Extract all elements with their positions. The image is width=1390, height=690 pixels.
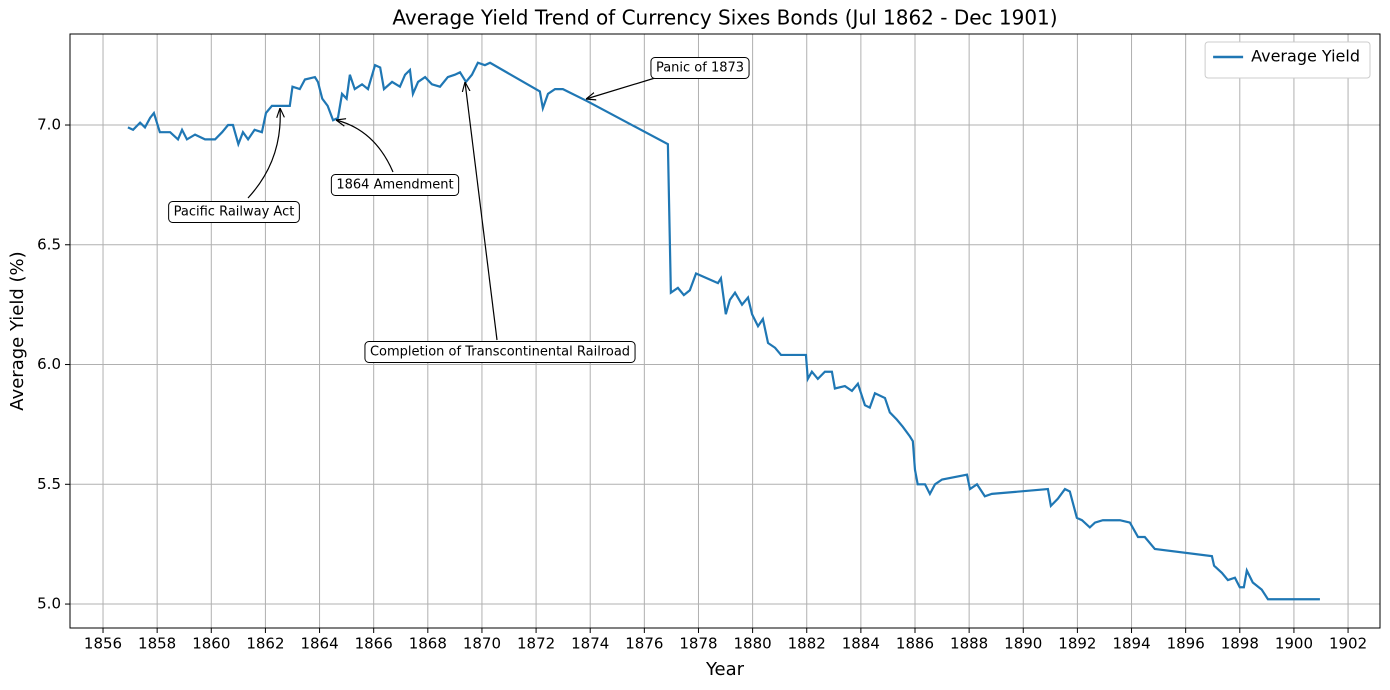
x-tick-label: 1864 (300, 635, 338, 653)
x-tick-label: 1860 (192, 635, 230, 653)
annotation-arrow (247, 108, 280, 199)
x-tick-label: 1878 (679, 635, 717, 653)
annotation-box (330, 174, 460, 196)
y-tick-label: 5.0 (37, 595, 61, 613)
x-tick-label: 1900 (1275, 635, 1313, 653)
x-tick-label: 1872 (517, 635, 555, 653)
x-tick-label: 1898 (1221, 635, 1259, 653)
legend-label: Average Yield (1251, 47, 1360, 66)
y-tick-label: 6.0 (37, 355, 61, 373)
x-tick-label: 1884 (842, 635, 880, 653)
data-line (127, 61, 1320, 601)
x-tick-label: 1866 (355, 635, 393, 653)
legend-box (1204, 41, 1371, 79)
x-tick-label: 1868 (409, 635, 447, 653)
annotation-arrow (336, 120, 394, 173)
annotation: Completion of Transcontinental Railroad (364, 82, 636, 363)
annotation-text: 1864 Amendment (336, 178, 453, 193)
annotation-box (364, 341, 636, 363)
x-tick-label: 1894 (1112, 635, 1150, 653)
x-tick-label: 1890 (1004, 635, 1042, 653)
annotation-text: Pacific Railway Act (174, 205, 295, 220)
annotation-text: Panic of 1873 (656, 61, 744, 76)
x-tick-label: 1862 (246, 635, 284, 653)
x-tick-label: 1892 (1058, 635, 1096, 653)
x-tick-label: 1888 (950, 635, 988, 653)
y-tick-label: 5.5 (37, 475, 61, 493)
annotation-text: Completion of Transcontinental Railroad (370, 345, 630, 360)
x-tick-label: 1896 (1167, 635, 1205, 653)
x-tick-label: 1858 (138, 635, 176, 653)
x-tick-label: 1856 (84, 635, 122, 653)
annotation-box (168, 201, 300, 223)
chart-title: Average Yield Trend of Currency Sixes Bo… (392, 6, 1057, 30)
x-axis-label: Year (705, 659, 745, 680)
annotation: Panic of 1873 (586, 57, 750, 100)
x-tick-label: 1880 (734, 635, 772, 653)
annotation-arrow (465, 82, 498, 341)
y-tick-label: 7.0 (37, 116, 61, 134)
annotation: Pacific Railway Act (168, 108, 300, 223)
annotation: 1864 Amendment (330, 120, 460, 196)
x-tick-label: 1902 (1329, 635, 1367, 653)
x-tick-label: 1876 (625, 635, 663, 653)
y-axis-label: Average Yield (%) (7, 251, 28, 410)
x-tick-label: 1874 (571, 635, 609, 653)
plot-frame (69, 33, 1381, 629)
annotation-box (650, 57, 750, 79)
legend: Average Yield (1204, 41, 1371, 79)
x-tick-label: 1870 (463, 635, 501, 653)
annotation-arrow (586, 77, 656, 99)
x-tick-label: 1882 (788, 635, 826, 653)
x-tick-label: 1886 (896, 635, 934, 653)
y-tick-label: 6.5 (37, 235, 61, 253)
